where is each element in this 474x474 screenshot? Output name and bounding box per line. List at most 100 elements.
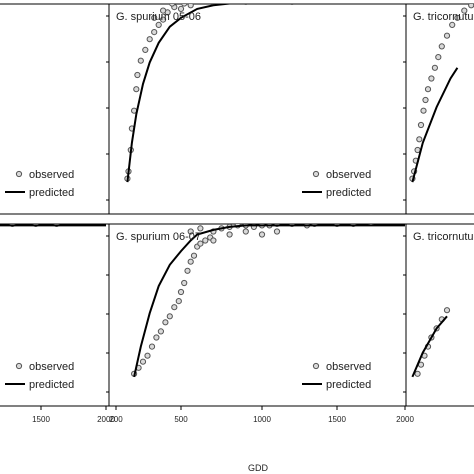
- observed-point: [195, 0, 200, 3]
- panel-frame: [405, 3, 474, 215]
- legend-observed-marker: [312, 362, 320, 370]
- observed-point: [422, 96, 429, 104]
- observed-point: [181, 4, 188, 7]
- observed-point: [134, 71, 141, 79]
- observed-point: [197, 240, 204, 247]
- observed-point: [177, 5, 185, 12]
- observed-point: [157, 328, 164, 335]
- observed-point: [431, 64, 438, 71]
- legend-observed-marker: [15, 170, 23, 178]
- legend-observed-marker: [15, 362, 23, 370]
- legend-observed-label: observed: [326, 361, 371, 373]
- observed-point: [187, 258, 194, 265]
- panels: observed predicted G. spurium 05-06 observe…: [0, 0, 474, 424]
- observed-point: [142, 46, 149, 54]
- panel-frame: [0, 223, 110, 407]
- observed-point: [368, 224, 374, 226]
- observed-point: [190, 252, 198, 259]
- observed-point: [187, 4, 194, 9]
- observed-point: [428, 75, 435, 82]
- x-tick-label-1500: 1500: [32, 415, 50, 424]
- panel-frame: [108, 3, 407, 215]
- observed-point: [417, 121, 425, 129]
- predicted-line: [126, 4, 405, 183]
- panel-frame: [405, 223, 474, 407]
- observed-point: [202, 237, 209, 244]
- observed-point: [144, 352, 151, 359]
- observed-point: [151, 28, 158, 36]
- x-tick-label-1000: 1000: [253, 415, 271, 424]
- observed-point: [424, 86, 432, 93]
- legend-observed-marker: [312, 170, 320, 178]
- legend-observed-label: observed: [326, 169, 371, 181]
- observed-point: [227, 0, 232, 3]
- x-tick-label-2000: 2000: [396, 415, 414, 424]
- observed-point: [139, 358, 147, 365]
- observed-point: [151, 14, 158, 21]
- observed-point: [461, 7, 468, 14]
- observed-point: [242, 228, 249, 235]
- panel-6: G. tricornutum: [405, 223, 474, 407]
- legend-predicted-label: predicted: [326, 187, 371, 199]
- panel-3: G. tricornutum: [405, 3, 474, 215]
- observed-point: [169, 4, 176, 7]
- observed-point: [226, 231, 233, 238]
- observed-point: [443, 32, 451, 39]
- observed-point: [137, 57, 144, 64]
- observed-point: [177, 288, 185, 296]
- observed-point: [259, 0, 264, 3]
- predicted-line: [411, 315, 448, 378]
- observed-point: [160, 16, 167, 23]
- observed-point: [258, 231, 266, 238]
- observed-point: [181, 279, 188, 287]
- observed-point: [443, 307, 451, 314]
- panel-4: observed predicted: [0, 223, 110, 407]
- observed-point: [162, 319, 169, 326]
- legend-observed-label: observed: [29, 361, 74, 373]
- panel-2: G. spurium 05-06 observed predicted: [108, 0, 407, 215]
- x-tick-label-500: 500: [174, 415, 188, 424]
- legend-predicted-label: predicted: [29, 379, 74, 391]
- observed-point: [420, 107, 427, 114]
- panel-title: G. spurium 05-06: [116, 11, 201, 23]
- observed-point: [175, 298, 182, 305]
- x-axis-title: GDD: [248, 463, 269, 473]
- observed-point: [187, 228, 194, 235]
- observed-point: [160, 7, 167, 14]
- x-tick-label-200: 200: [109, 415, 123, 424]
- observed-point: [148, 343, 156, 350]
- observed-point: [210, 237, 217, 244]
- observed-point: [435, 54, 442, 61]
- predicted-line: [411, 67, 459, 183]
- observed-point: [438, 43, 445, 50]
- observed-point: [171, 304, 178, 311]
- panel-5: G. spurium 06-07 observed predicted: [108, 223, 407, 407]
- observed-point: [274, 0, 279, 3]
- x-tick-label-2000: 2000: [97, 415, 115, 424]
- legend-predicted-label: predicted: [29, 187, 74, 199]
- observed-point: [166, 313, 173, 320]
- panel-frame: [0, 3, 110, 215]
- panel-title: G. tricornutum: [413, 11, 474, 23]
- observed-point: [146, 36, 153, 43]
- observed-point: [133, 86, 140, 93]
- panel-title: G. tricornutum: [413, 231, 474, 243]
- observed-point: [273, 228, 281, 235]
- observed-point: [416, 136, 423, 143]
- observed-point: [468, 4, 474, 9]
- legend-predicted-label: predicted: [326, 379, 371, 391]
- observed-point: [414, 370, 421, 377]
- observed-point: [203, 0, 208, 3]
- observed-point: [454, 14, 461, 21]
- panel-title: G. spurium 06-07: [116, 231, 201, 243]
- observed-point: [184, 267, 191, 274]
- legend-observed-label: observed: [29, 169, 74, 181]
- observed-point: [188, 0, 193, 3]
- observed-point: [153, 334, 160, 341]
- observed-point: [449, 21, 456, 28]
- predicted-line: [133, 224, 405, 378]
- panel-frame: [108, 223, 407, 407]
- x-tick-label-1500: 1500: [328, 415, 346, 424]
- observed-point: [197, 225, 204, 232]
